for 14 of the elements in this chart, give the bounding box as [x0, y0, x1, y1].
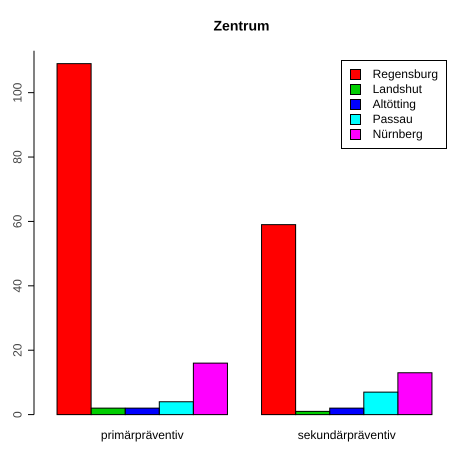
legend-label: Regensburg	[372, 67, 438, 82]
y-tick-label: 100	[10, 82, 24, 103]
x-tick-label: sekundärpräventiv	[298, 428, 396, 442]
x-tick-label: primärpräventiv	[100, 428, 184, 442]
y-tick-label: 0	[10, 410, 24, 418]
y-tick-label: 20	[10, 343, 24, 357]
chart-title: Zentrum	[214, 17, 270, 34]
y-tick-label: 60	[10, 214, 24, 228]
y-tick-label: 40	[10, 278, 24, 292]
legend-label: Nürnberg	[372, 127, 423, 142]
y-tick-label: 80	[10, 150, 24, 164]
legend-label: Landshut	[372, 82, 422, 97]
legend-label: Altötting	[372, 97, 416, 112]
legend-label: Passau	[372, 112, 413, 127]
